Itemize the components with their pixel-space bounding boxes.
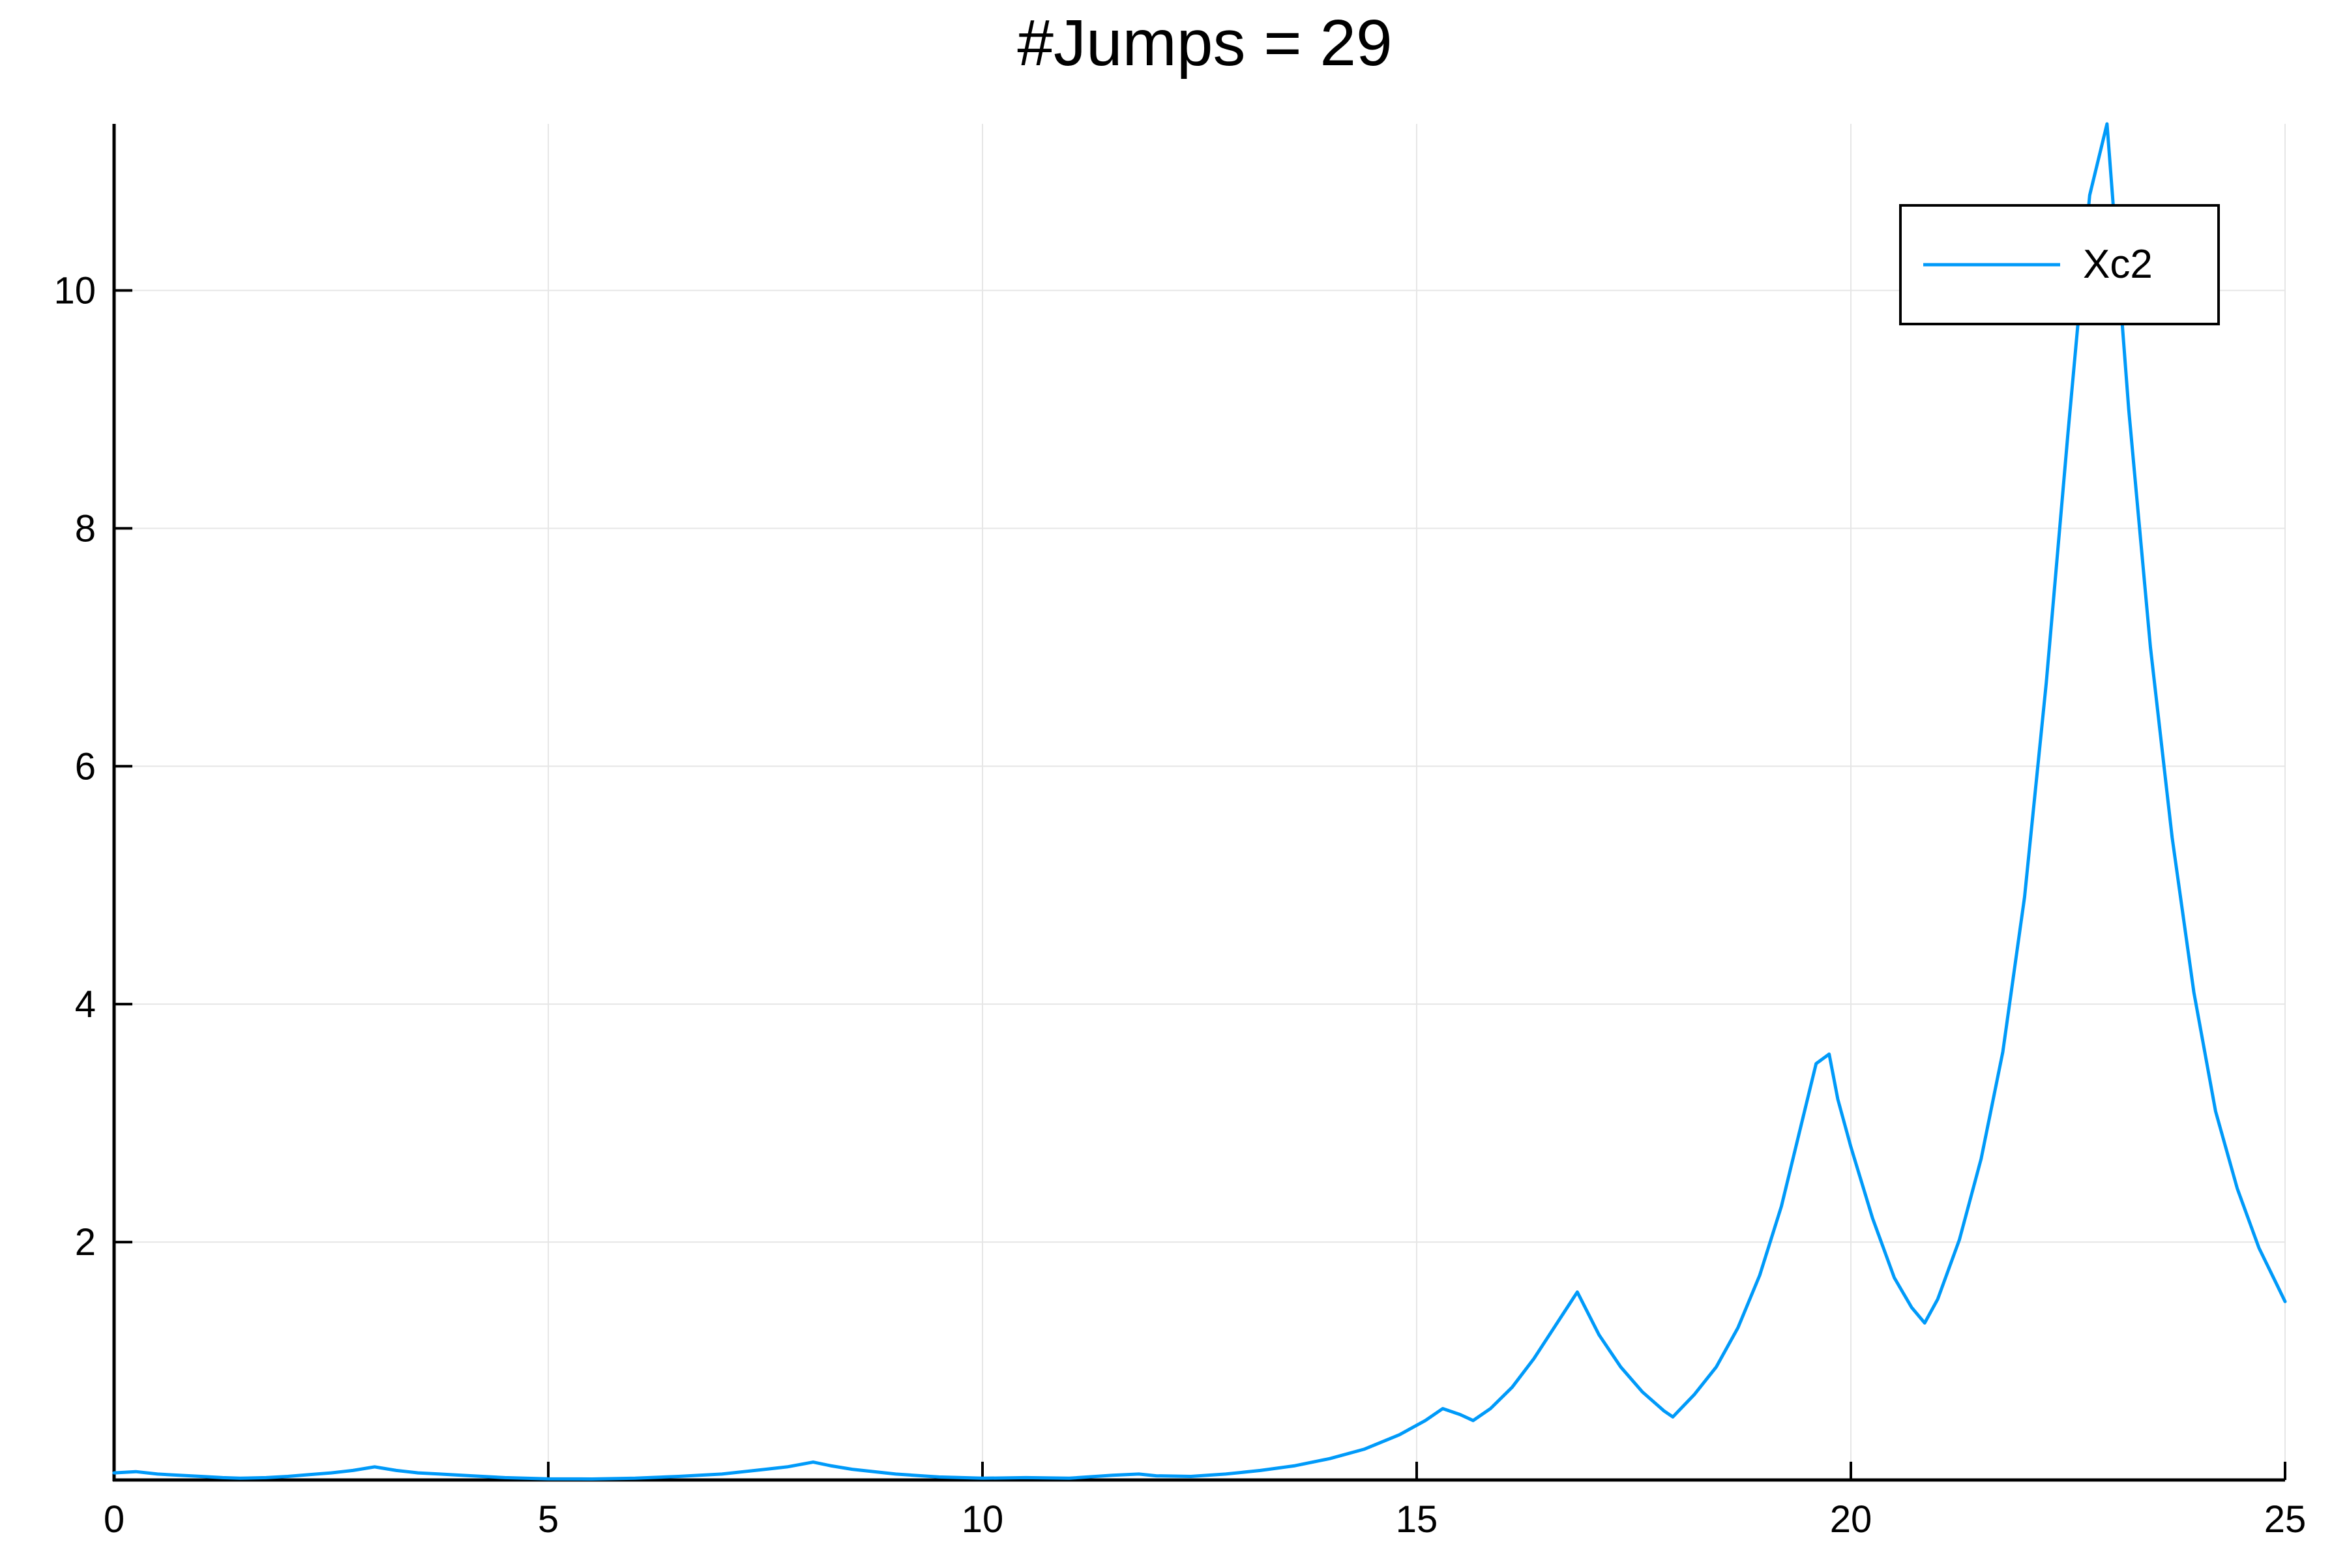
chart-title: #Jumps = 29 — [1017, 7, 1392, 80]
y-axis-ticks: 2 4 6 8 10 — [53, 269, 132, 1264]
legend: Xc2 — [1899, 204, 2220, 325]
axes — [112, 124, 2285, 1482]
y-tick-label-4: 10 — [53, 269, 96, 312]
x-tick-label-0: 0 — [104, 1498, 125, 1541]
y-tick-label-1: 4 — [75, 983, 96, 1026]
x-tick-label-4: 20 — [1830, 1498, 1872, 1541]
x-tick-label-2: 10 — [962, 1498, 1004, 1541]
series-lines — [112, 122, 2287, 1481]
y-tick-label-0: 2 — [75, 1221, 96, 1264]
x-axis-ticks: 0 5 10 15 20 25 — [104, 1462, 2306, 1541]
grid-lines — [113, 124, 2286, 1480]
y-tick-label-2: 6 — [75, 745, 96, 788]
y-tick-label-3: 8 — [75, 507, 96, 550]
x-tick-label-3: 15 — [1396, 1498, 1438, 1541]
x-tick-label-1: 5 — [538, 1498, 559, 1541]
x-tick-label-5: 25 — [2264, 1498, 2307, 1541]
series-line-xc2 — [112, 122, 2287, 1481]
legend-label-xc2: Xc2 — [2083, 242, 2153, 287]
